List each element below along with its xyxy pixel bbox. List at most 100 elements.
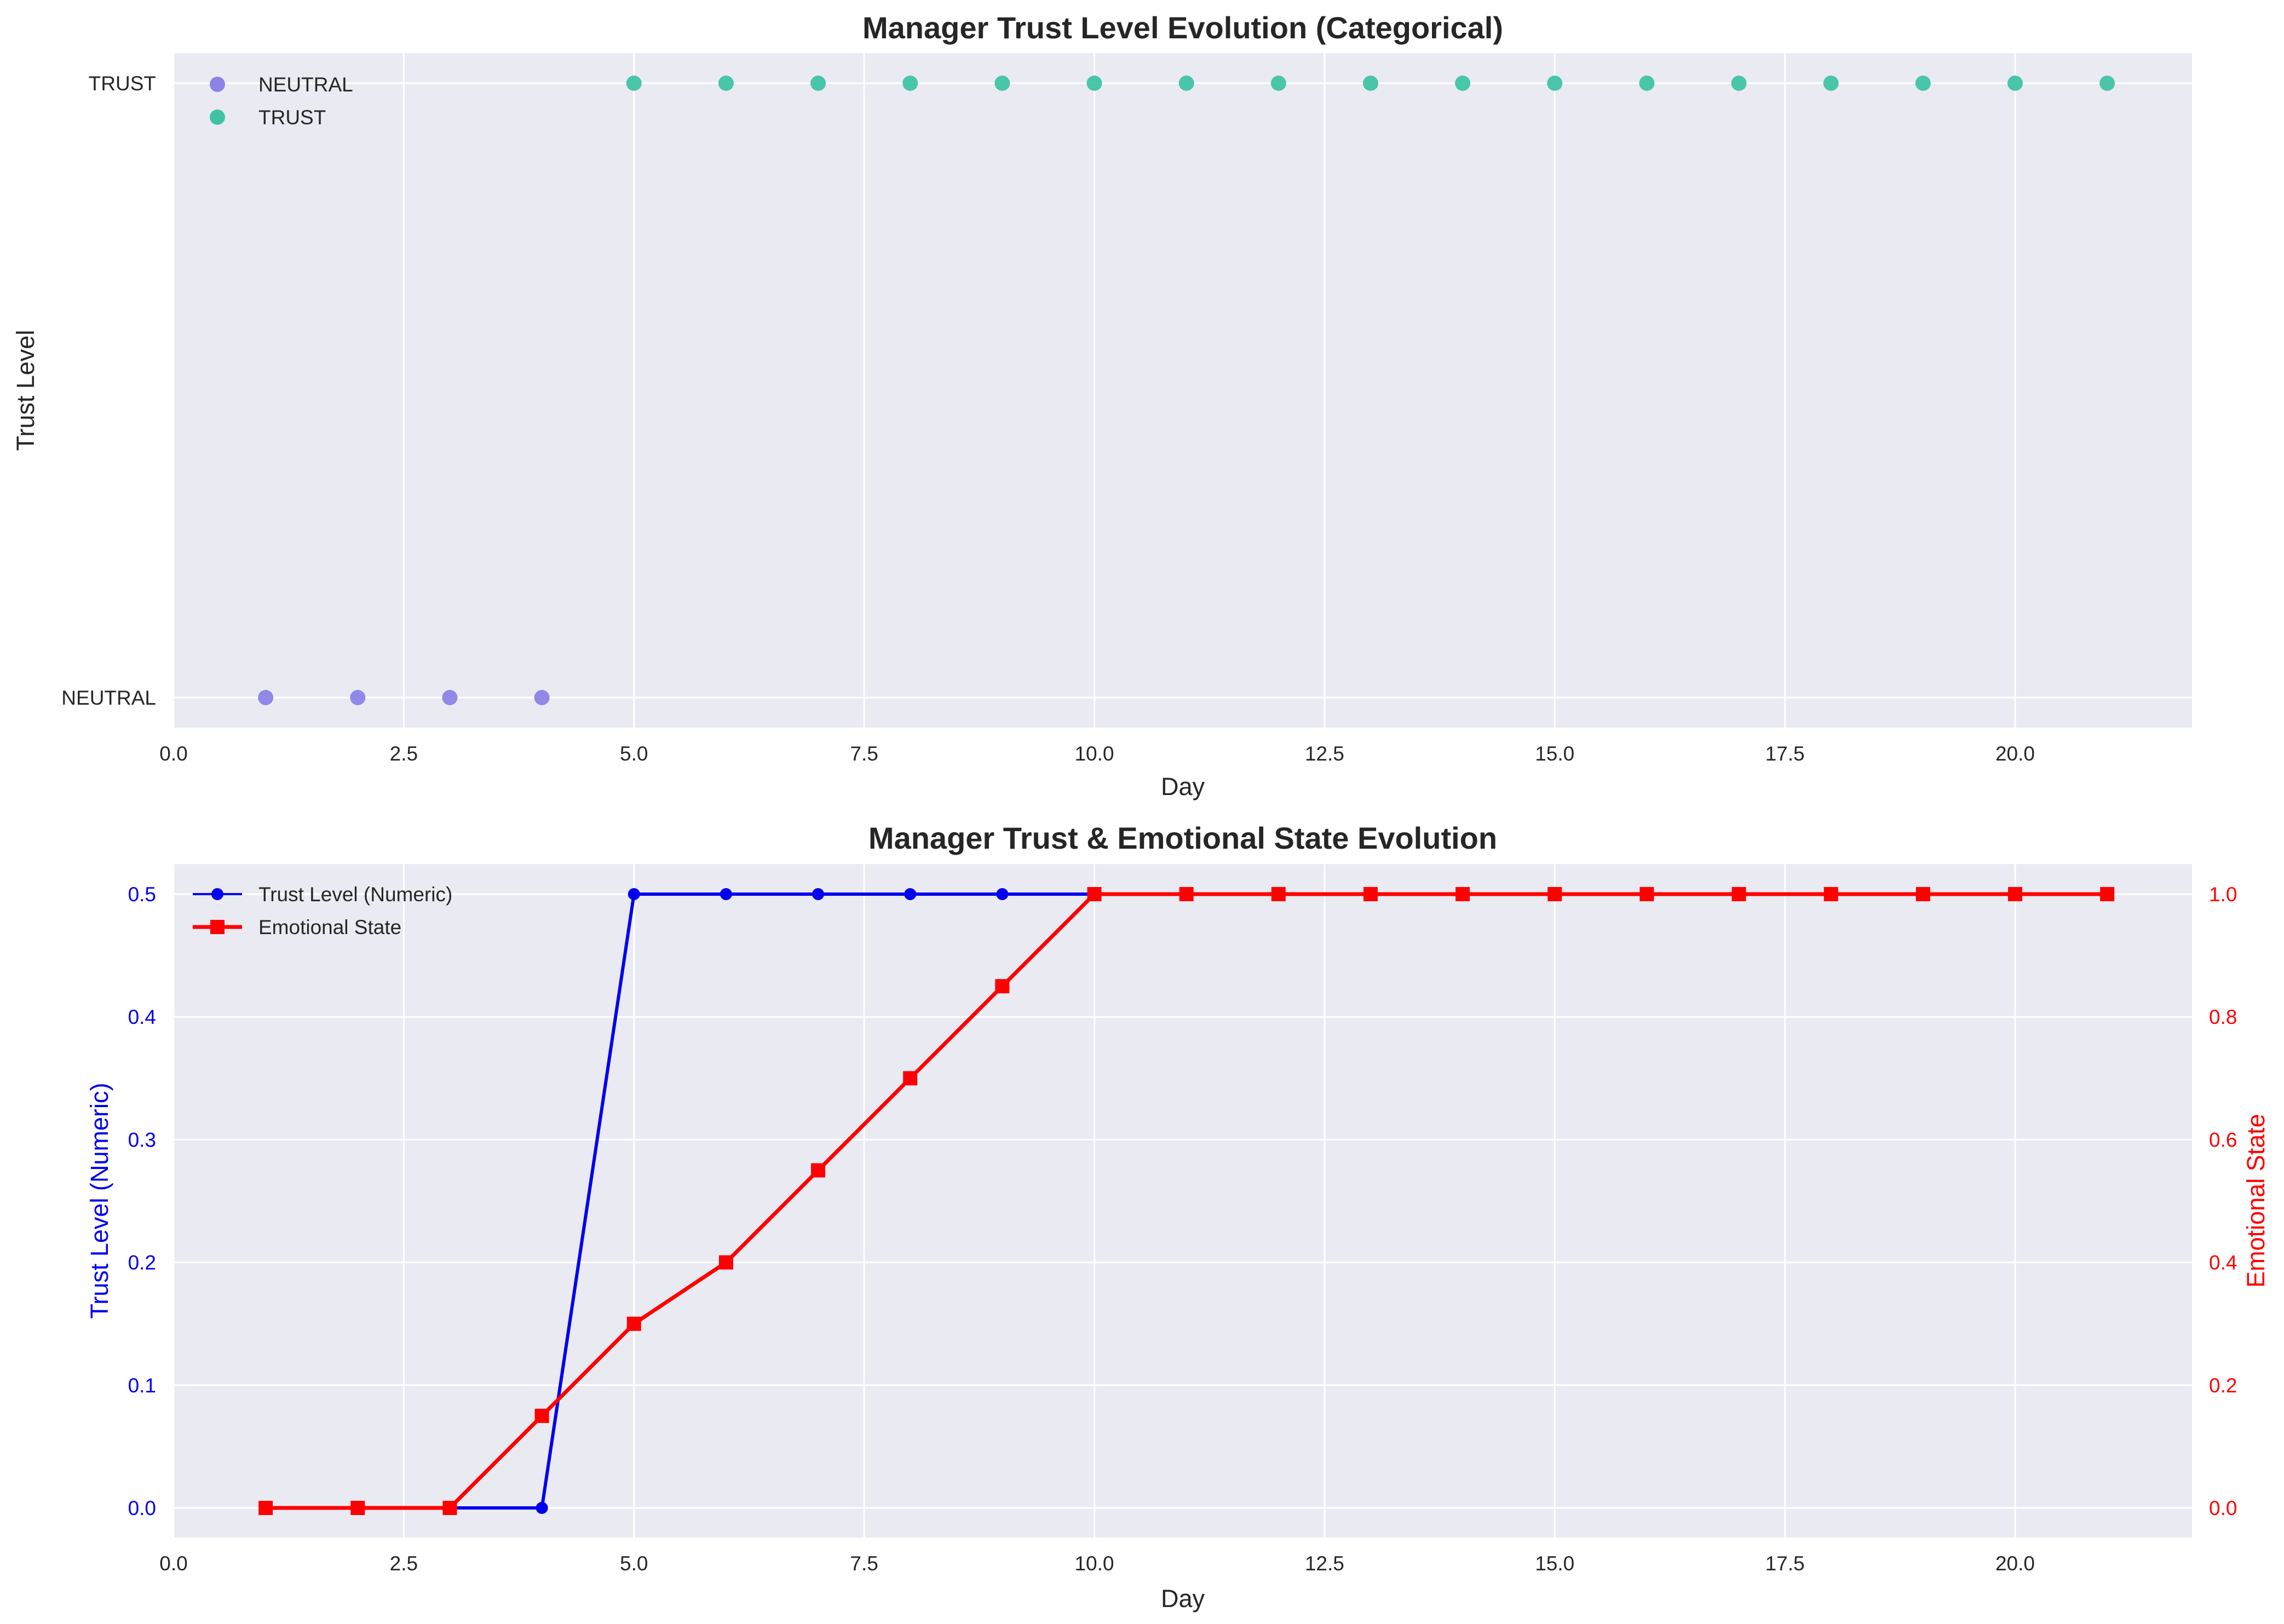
data-point-trust xyxy=(1639,76,1655,91)
emotional-state-point xyxy=(1179,887,1194,901)
y-right-tick-label: 0.8 xyxy=(2209,1006,2237,1028)
emotional-state-point xyxy=(1639,887,1654,901)
x-tick-label: 12.5 xyxy=(1305,742,1344,765)
plot-area-top xyxy=(174,53,2192,728)
data-point-trust xyxy=(1086,76,1102,91)
x-tick-label: 10.0 xyxy=(1074,742,1114,765)
data-point-neutral xyxy=(350,690,366,705)
data-point-trust xyxy=(810,76,826,91)
data-point-trust xyxy=(2007,76,2023,91)
emotional-state-point xyxy=(1823,887,1838,901)
y-left-tick-label: 0.5 xyxy=(128,883,156,906)
y-left-tick-label: 0.2 xyxy=(128,1252,156,1274)
trust-level-point xyxy=(628,888,640,900)
emotional-state-point xyxy=(534,1408,549,1423)
trust-category-chart: 0.0 2.5 5.0 7.5 10.0 12.5 15.0 17.5 20.0 NEUTRAL T… xyxy=(11,10,2192,801)
x-tick-label: 20.0 xyxy=(1995,1552,2035,1575)
data-point-trust xyxy=(1915,76,1931,91)
trust-level-point xyxy=(904,888,917,900)
emotional-state-point xyxy=(1915,887,1930,901)
x-tick-label: 12.5 xyxy=(1305,1552,1344,1575)
legend-marker xyxy=(210,110,225,125)
trust-level-point xyxy=(812,888,825,900)
data-point-neutral xyxy=(442,690,458,705)
x-tick-label: 0.0 xyxy=(159,742,187,765)
emotional-state-point xyxy=(442,1501,457,1515)
x-tick-label: 7.5 xyxy=(850,1552,878,1575)
x-tick-label: 20.0 xyxy=(1995,742,2035,765)
x-tick-label: 10.0 xyxy=(1074,1552,1114,1575)
emotional-state-point xyxy=(1363,887,1378,901)
trust-level-point xyxy=(996,888,1009,900)
y-left-tick-label: 0.4 xyxy=(128,1006,156,1028)
x-tick-label: 15.0 xyxy=(1535,742,1574,765)
emotional-state-point xyxy=(1087,887,1102,901)
x-tick-label: 17.5 xyxy=(1765,1552,1805,1575)
emotional-state-point xyxy=(626,1316,641,1331)
chart-title: Manager Trust & Emotional State Evolutio… xyxy=(868,821,1497,855)
legend-marker xyxy=(211,888,223,900)
x-tick-label: 17.5 xyxy=(1765,742,1805,765)
y-right-tick-label: 0.4 xyxy=(2209,1252,2237,1274)
data-point-trust xyxy=(1362,76,1378,91)
emotional-state-point xyxy=(1271,887,1286,901)
y-axis-label: Trust Level xyxy=(11,330,39,451)
x-tick-label: 2.5 xyxy=(390,1552,418,1575)
legend-marker xyxy=(210,77,225,92)
emotional-state-point xyxy=(1455,887,1470,901)
emotional-state-point xyxy=(2008,887,2022,901)
emotional-state-point xyxy=(258,1501,273,1515)
y-right-tick-label: 0.2 xyxy=(2209,1374,2237,1397)
emotional-state-point xyxy=(2100,887,2115,901)
chart-title: Manager Trust Level Evolution (Categoric… xyxy=(862,10,1503,45)
trust-level-point xyxy=(720,888,732,900)
data-point-trust xyxy=(626,76,642,91)
trust-level-point xyxy=(536,1502,548,1514)
data-point-trust xyxy=(718,76,734,91)
legend-label: NEUTRAL xyxy=(258,73,353,96)
data-point-trust xyxy=(2099,76,2115,91)
y-right-axis-label: Emotional State xyxy=(2242,1114,2270,1288)
data-point-trust xyxy=(1455,76,1471,91)
x-axis-label: Day xyxy=(1161,1585,1205,1613)
y-left-tick-label: 0.1 xyxy=(128,1374,156,1397)
emotional-state-point xyxy=(718,1255,733,1270)
data-point-trust xyxy=(1547,76,1563,91)
emotional-state-point xyxy=(1731,887,1746,901)
data-point-trust xyxy=(902,76,918,91)
y-left-axis-label: Trust Level (Numeric) xyxy=(85,1083,113,1319)
x-axis-label: Day xyxy=(1161,773,1205,801)
data-point-trust xyxy=(1823,76,1839,91)
trust-emotion-chart: 0.0 2.5 5.0 7.5 10.0 12.5 15.0 17.5 20.0 0.0 0.1 0.… xyxy=(85,821,2270,1613)
data-point-trust xyxy=(1178,76,1194,91)
x-tick-label: 0.0 xyxy=(159,1552,187,1575)
y-left-tick-label: 0.0 xyxy=(128,1497,156,1519)
legend-label: Emotional State xyxy=(258,916,401,938)
y-right-tick-label: 1.0 xyxy=(2209,883,2237,906)
y-tick-label: NEUTRAL xyxy=(61,687,156,709)
x-tick-label: 5.0 xyxy=(620,742,648,765)
y-left-tick-label: 0.3 xyxy=(128,1128,156,1151)
x-tick-label: 7.5 xyxy=(850,742,878,765)
legend-label: TRUST xyxy=(258,106,326,129)
legend-marker xyxy=(210,920,225,934)
data-point-neutral xyxy=(258,690,274,705)
x-tick-label: 5.0 xyxy=(620,1552,648,1575)
legend-label: Trust Level (Numeric) xyxy=(258,883,452,906)
plot-area-bottom xyxy=(174,864,2192,1537)
y-right-tick-label: 0.0 xyxy=(2209,1497,2237,1519)
data-point-trust xyxy=(1270,76,1286,91)
emotional-state-point xyxy=(350,1501,365,1515)
emotional-state-point xyxy=(1547,887,1562,901)
data-point-trust xyxy=(1731,76,1747,91)
emotional-state-point xyxy=(811,1163,826,1178)
emotional-state-point xyxy=(903,1071,918,1086)
y-right-tick-label: 0.6 xyxy=(2209,1128,2237,1151)
data-point-trust xyxy=(994,76,1010,91)
y-tick-label: TRUST xyxy=(89,72,156,95)
data-point-neutral xyxy=(534,690,550,705)
emotional-state-point xyxy=(995,979,1010,994)
x-tick-label: 15.0 xyxy=(1535,1552,1574,1575)
x-tick-label: 2.5 xyxy=(390,742,418,765)
